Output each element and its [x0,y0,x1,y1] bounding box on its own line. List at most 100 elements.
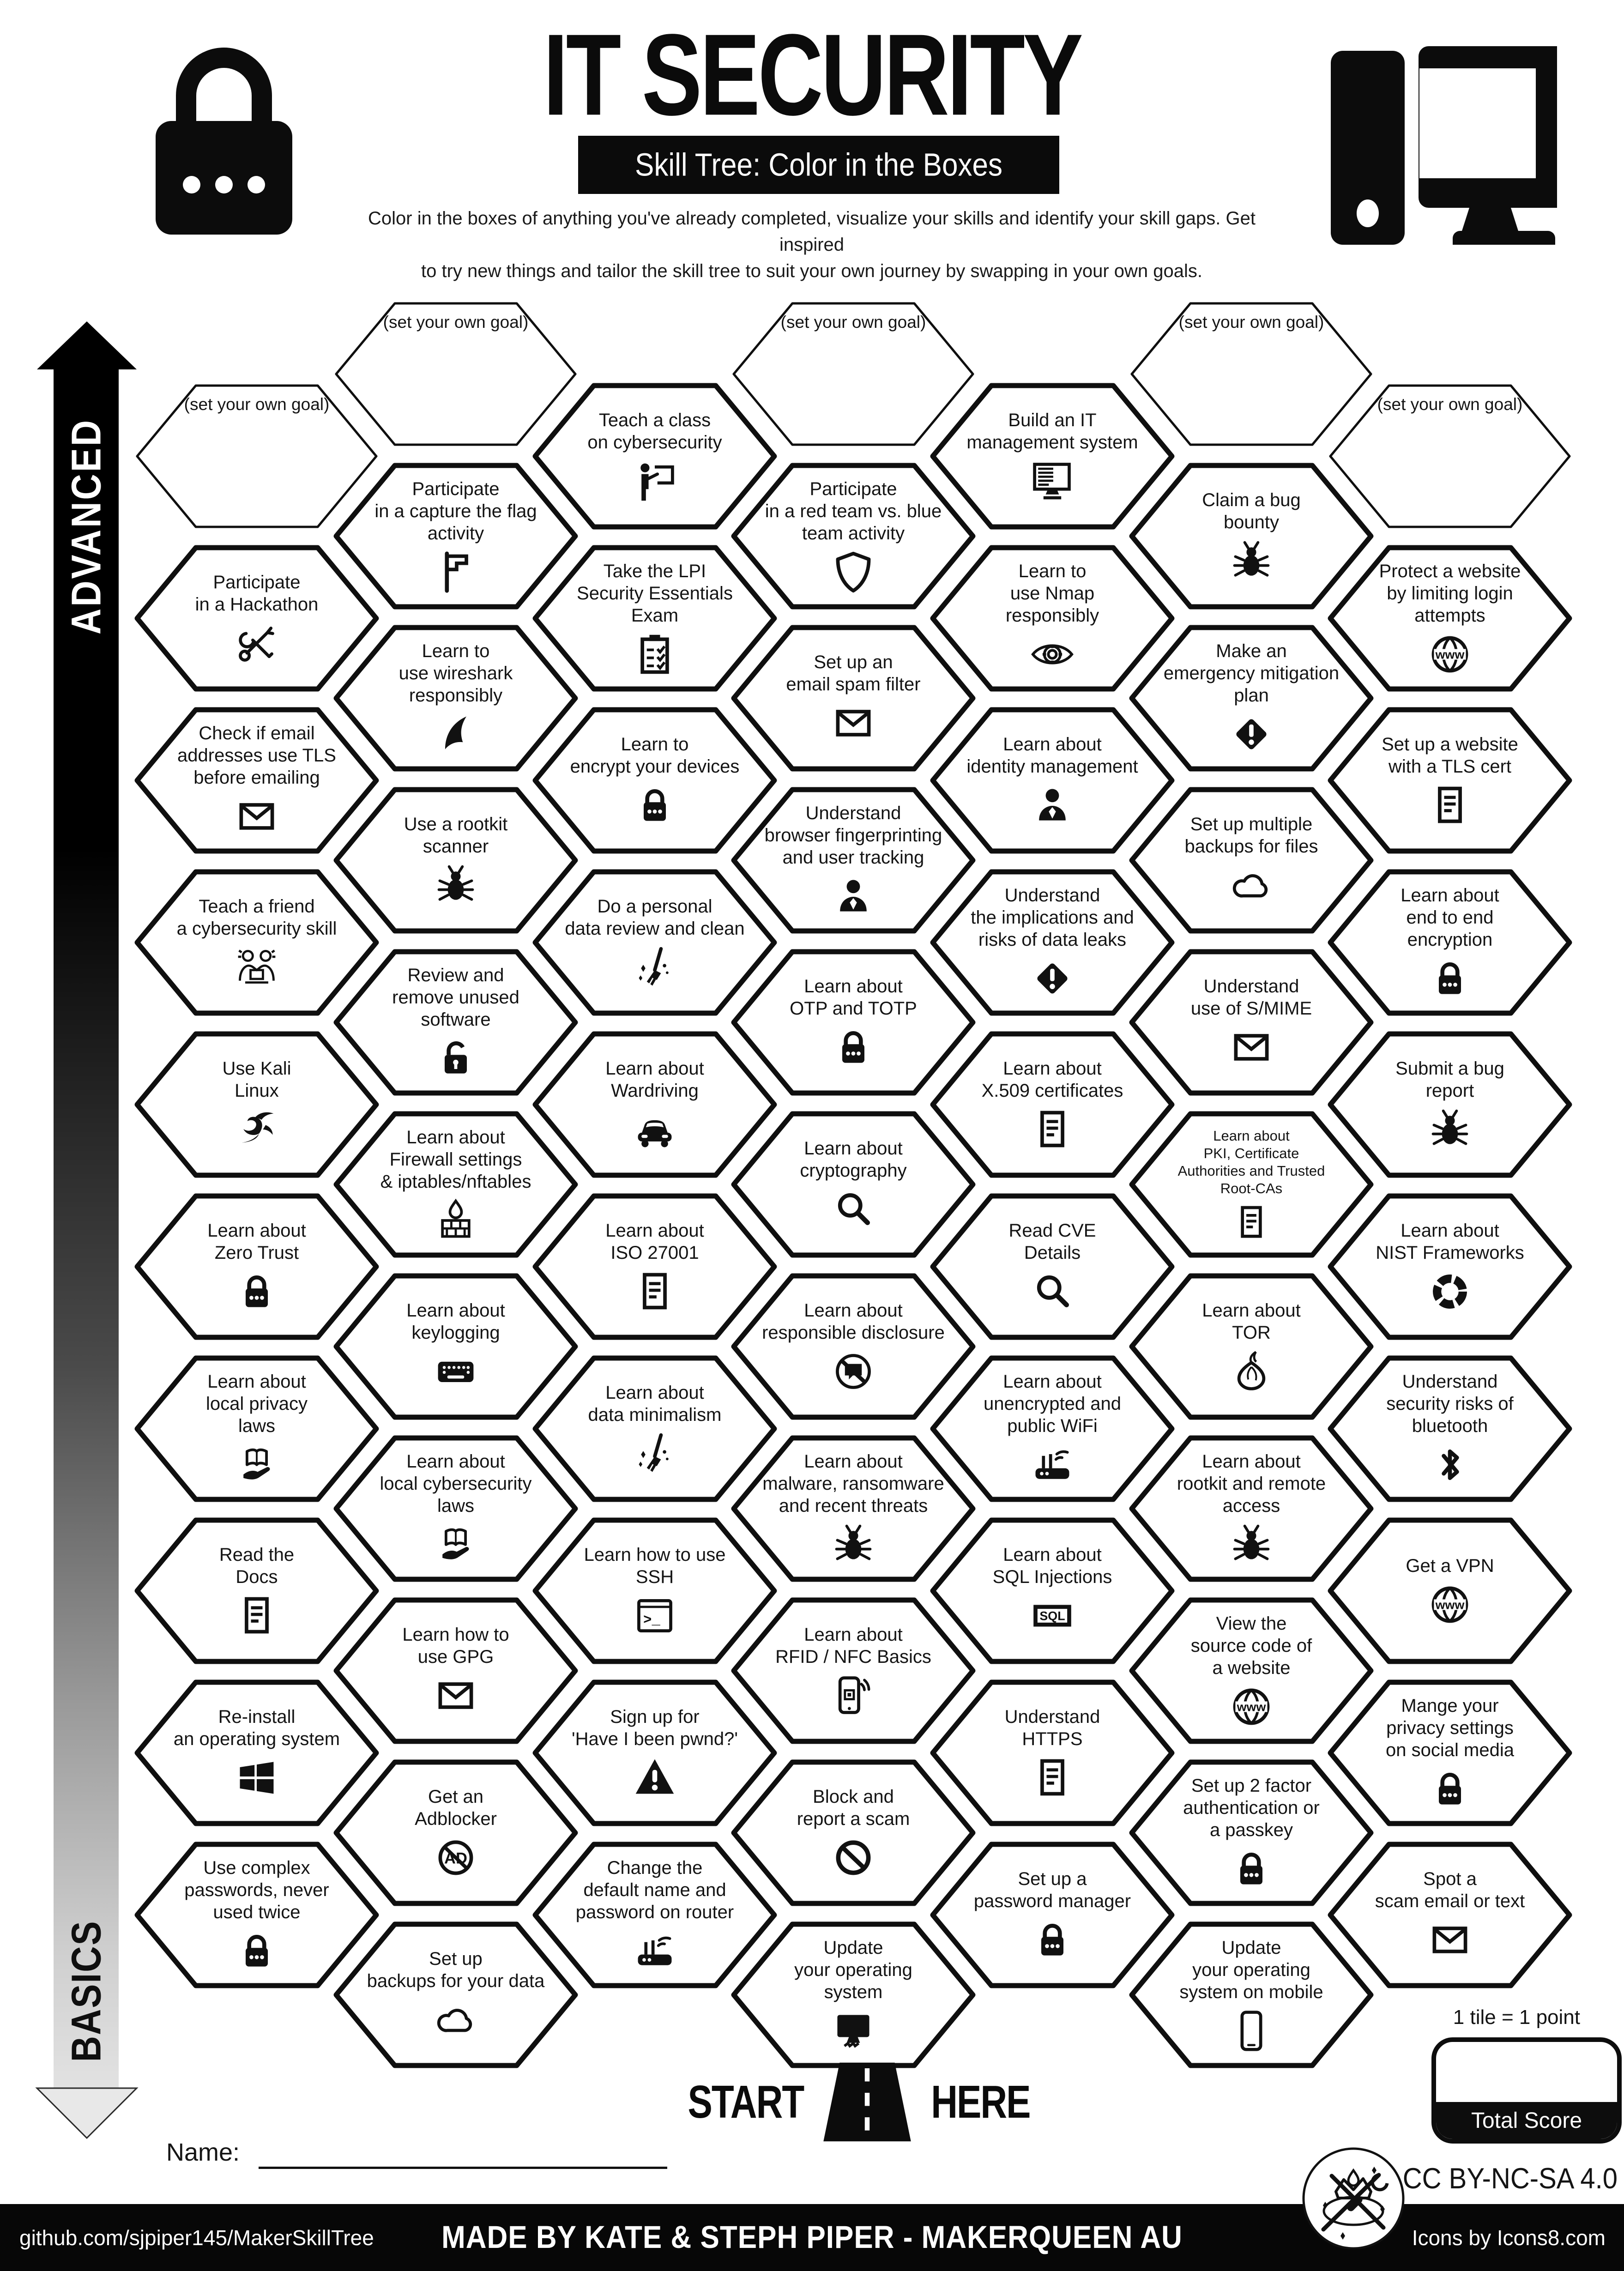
hex-tile[interactable]: Read the Docs [134,1517,379,1665]
hex-tile[interactable]: Learn about data minimalism [532,1355,777,1503]
hex-tile[interactable]: Update your operating system on mobile [1129,1921,1374,2069]
hex-tile[interactable]: Learn about OTP and TOTP [731,948,976,1096]
hex-tile[interactable]: Set up a website with a TLS cert [1328,707,1572,854]
hex-tile[interactable]: Set up a password manager [930,1841,1175,1989]
goal-hex-tile[interactable]: (set your own goal) [1129,300,1373,448]
hex-tile[interactable]: Set up backups for your data [333,1921,578,2069]
hex-tile[interactable]: Learn about TOR [1129,1273,1374,1420]
hexagon-outline [1129,1111,1374,1258]
envelope-icon [434,1673,478,1718]
hex-tile[interactable]: Sign up for 'Have I been pwnd?' [532,1679,777,1827]
hex-tile[interactable]: Learn about RFID / NFC Basics [731,1597,976,1745]
goal-hex-tile[interactable]: (set your own goal) [731,300,975,448]
hex-tile[interactable]: Submit a bug report [1328,1031,1572,1178]
hex-tile[interactable]: Learn about rootkit and remote access [1129,1435,1374,1582]
hex-tile[interactable]: Learn about local privacy laws [134,1355,379,1503]
hex-tile[interactable]: Learn to use wireshark responsibly [333,624,578,772]
hex-tile[interactable]: Set up an email spam filter [731,624,976,772]
hex-tile[interactable]: Get a VPN [1328,1517,1572,1665]
hex-tile[interactable]: Set up multiple backups for files [1129,786,1374,934]
doc-icon [1030,1107,1075,1152]
hex-tile[interactable]: Claim a bug bounty [1129,462,1374,610]
hex-tile[interactable]: Learn about PKI, Certificate Authorities… [1129,1111,1374,1258]
hex-tile[interactable]: Learn about ISO 27001 [532,1193,777,1341]
hex-label: Learn about Firewall settings & iptables… [380,1127,531,1192]
hex-label: Learn about SQL Injections [992,1545,1112,1587]
sql-icon [1030,1594,1075,1638]
hex-tile[interactable]: Learn about identity management [930,707,1175,854]
hex-label: Learn about Wardriving [605,1058,704,1101]
hex-tile[interactable]: Re-install an operating system [134,1679,379,1827]
hex-tile[interactable]: Learn about end to end encryption [1328,869,1572,1016]
total-score-box[interactable]: Total Score [1431,2037,1622,2144]
hex-label: Mange your privacy settings on social me… [1386,1696,1514,1760]
hex-tile[interactable]: Check if email addresses use TLS before … [134,707,379,854]
start-here-label-start: START [688,2076,805,2127]
hex-tile[interactable]: Make an emergency mitigation plan [1129,624,1374,772]
hex-tile[interactable]: Participate in a red team vs. blue team … [731,462,976,610]
hex-tile[interactable]: Take the LPI Security Essentials Exam [532,544,777,692]
hexagon-outline [134,1679,379,1826]
hex-tile[interactable]: Understand use of S/MIME [1129,948,1374,1096]
hex-tile[interactable]: Change the default name and password on … [532,1841,777,1989]
hex-tile[interactable]: Learn about Zero Trust [134,1193,379,1341]
clipboard-icon [633,632,677,676]
hex-tile[interactable]: Learn about responsible disclosure [731,1273,976,1420]
hex-label: Re-install an operating system [173,1707,340,1749]
car-icon [638,1120,672,1148]
hexagon-outline [1130,302,1372,446]
hex-tile[interactable]: Protect a website by limiting login atte… [1328,544,1572,692]
hex-tile[interactable]: Learn about keylogging [333,1273,578,1420]
hexagon-outline [1129,625,1374,772]
hex-tile[interactable]: Read CVE Details [930,1193,1175,1341]
name-input-line[interactable] [259,2167,667,2169]
hex-tile[interactable]: Use complex passwords, never used twice [134,1841,379,1989]
hex-tile[interactable]: Participate in a Hackathon [134,544,379,692]
hex-label: Learn about TOR [1202,1300,1301,1343]
hex-tile[interactable]: Learn how to use GPG [333,1597,578,1745]
hex-tile[interactable]: Learn about Firewall settings & iptables… [333,1111,578,1258]
doc-icon [1232,1203,1271,1242]
hex-tile[interactable]: View the source code of a website [1129,1597,1374,1745]
hex-tile[interactable]: Spot a scam email or text [1328,1841,1572,1989]
goal-hex-tile[interactable]: (set your own goal) [1328,382,1572,530]
hex-tile[interactable]: Mange your privacy settings on social me… [1328,1679,1572,1827]
globe-icon [1428,632,1472,676]
hex-tile[interactable]: Teach a class on cybersecurity [532,382,777,530]
hex-tile[interactable]: Update your operating system [731,1921,976,2069]
hex-tile[interactable]: Understand browser fingerprinting and us… [731,786,976,934]
hex-tile[interactable]: Build an IT management system [930,382,1175,530]
hex-label: Submit a bug report [1395,1058,1504,1101]
goal-hex-tile[interactable]: (set your own goal) [334,300,578,448]
hex-tile[interactable]: Learn about malware, ransomware and rece… [731,1435,976,1582]
bug-icon [1229,1522,1274,1567]
hex-tile[interactable]: Learn how to use SSH [532,1517,777,1665]
hex-tile[interactable]: Learn about cryptography [731,1111,976,1258]
hex-tile[interactable]: Understand security risks of bluetooth [1328,1355,1572,1503]
hex-tile[interactable]: Learn about SQL Injections [930,1517,1175,1665]
hex-tile[interactable]: Review and remove unused software [333,948,578,1096]
hex-tile[interactable]: Set up 2 factor authentication or a pass… [1129,1759,1374,1907]
hex-tile[interactable]: Use a rootkit scanner [333,786,578,934]
goal-hex-tile[interactable]: (set your own goal) [135,382,379,530]
hex-tile[interactable]: Use Kali Linux [134,1031,379,1178]
hex-tile[interactable]: Understand HTTPS [930,1679,1175,1827]
hex-label: Use complex passwords, never used twice [184,1858,329,1922]
hexagon-outline [532,1679,777,1826]
hex-tile[interactable]: Do a personal data review and clean [532,869,777,1016]
hex-tile[interactable]: Learn to encrypt your devices [532,707,777,854]
hex-tile[interactable]: Get an Adblocker [333,1759,578,1907]
hex-tile[interactable]: Understand the implications and risks of… [930,869,1175,1016]
hex-tile[interactable]: Learn about local cybersecurity laws [333,1435,578,1582]
hex-tile[interactable]: Learn to use Nmap responsibly [930,544,1175,692]
hex-label: (set your own goal) [1178,313,1324,332]
hex-tile[interactable]: Learn about NIST Frameworks [1328,1193,1572,1341]
hex-tile[interactable]: Participate in a capture the flag activi… [333,462,578,610]
hex-tile[interactable]: Learn about Wardriving [532,1031,777,1178]
hex-tile[interactable]: Learn about unencrypted and public WiFi [930,1355,1175,1503]
hexagon-outline [1328,1193,1572,1340]
hex-tile[interactable]: Teach a friend a cybersecurity skill [134,869,379,1016]
hex-tile[interactable]: Block and report a scam [731,1759,976,1907]
lock-icon [831,1025,875,1069]
hex-tile[interactable]: Learn about X.509 certificates [930,1031,1175,1178]
